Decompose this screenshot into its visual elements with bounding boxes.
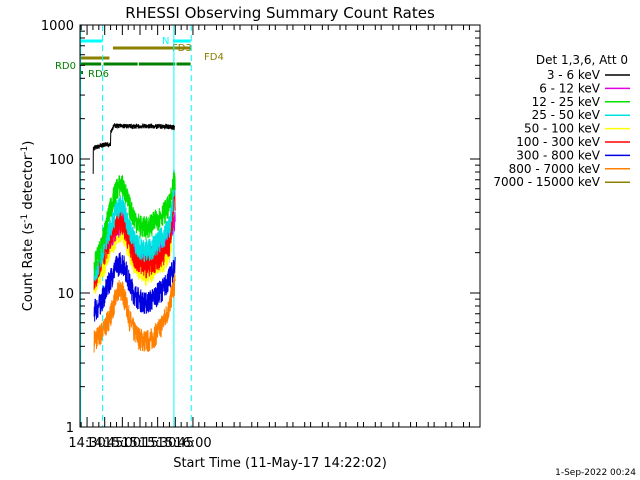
legend-label: 7000 - 15000 keV <box>493 175 600 189</box>
series-6-line <box>93 251 176 322</box>
x-tick-label: 15:45 <box>157 436 194 451</box>
x-axis-label: Start Time (11-May-17 14:22:02) <box>173 456 387 471</box>
y-tick-label: 1 <box>66 421 74 436</box>
series-5-line <box>93 183 176 290</box>
series-0-line <box>92 123 176 174</box>
legend-label: 300 - 800 keV <box>516 148 600 162</box>
chart-title: RHESSI Observing Summary Count Rates <box>125 4 435 22</box>
legend-label: 100 - 300 keV <box>516 135 600 149</box>
legend-label: 12 - 25 keV <box>532 95 601 109</box>
data-series <box>92 123 176 353</box>
x-tick-label: 14:45 <box>86 436 123 451</box>
legend-label: 800 - 7000 keV <box>509 162 601 176</box>
band-marker-rd6 <box>80 71 83 74</box>
x-tick-label: 15:00 <box>104 436 141 451</box>
x-tick-label: 14:30 <box>68 436 105 451</box>
x-tick-label: 15:30 <box>139 436 176 451</box>
y-tick-label: 100 <box>49 153 74 168</box>
x-tick-label: 16:00 <box>174 436 211 451</box>
legend-header: Det 1,3,6, Att 0 <box>536 53 628 67</box>
legend-label: 3 - 6 keV <box>547 68 601 82</box>
legend-label: 50 - 100 keV <box>524 122 601 136</box>
legend-label: 6 - 12 keV <box>539 81 601 95</box>
band-label-rd6: RD6 <box>88 69 109 80</box>
y-tick-label: 10 <box>57 287 74 302</box>
band-label-rd0: RD0 <box>55 61 76 72</box>
y-tick-label: 1000 <box>41 19 74 34</box>
band-label-fd3: FD3 <box>172 43 192 54</box>
series-2-line <box>93 172 176 277</box>
legend-label: 25 - 50 keV <box>532 108 601 122</box>
series-7-line <box>93 273 176 353</box>
x-tick-label: 15:15 <box>121 436 158 451</box>
y-axis-label: Count Rate (s-1 detector-1) <box>20 141 36 312</box>
y-axis-ticks: 1 10 100 1000 <box>41 19 480 436</box>
band-label-n: N <box>162 36 169 47</box>
plot-frame <box>79 24 481 428</box>
footer-date: 1-Sep-2022 00:24 <box>555 468 636 478</box>
band-label-fd4: FD4 <box>204 52 224 63</box>
